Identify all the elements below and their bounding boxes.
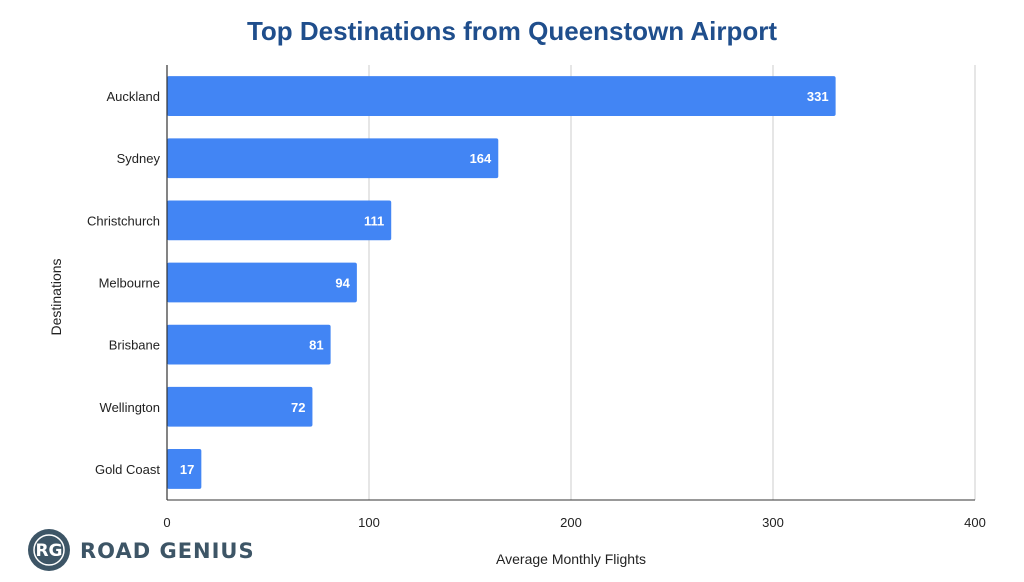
bar-value-label: 17	[180, 462, 194, 477]
logo-ring-icon	[33, 534, 65, 566]
x-tick-label: 300	[762, 515, 784, 530]
bar-value-label: 331	[807, 89, 829, 104]
chart-title: Top Destinations from Queenstown Airport	[247, 16, 777, 46]
category-label: Auckland	[107, 89, 160, 104]
category-label: Gold Coast	[95, 462, 160, 477]
bar-value-label: 111	[364, 213, 384, 228]
bar-value-label: 164	[470, 151, 492, 166]
bar	[167, 386, 313, 427]
bar	[167, 138, 499, 179]
x-tick-label: 0	[163, 515, 170, 530]
category-label: Sydney	[117, 151, 161, 166]
bar	[167, 262, 357, 303]
category-label: Melbourne	[99, 276, 160, 291]
x-axis-title: Average Monthly Flights	[496, 551, 646, 567]
axes: 0 100 200 300 400 Auckland Sydney Christchurch M…	[87, 65, 986, 530]
gridlines	[368, 65, 976, 500]
bars: 331 164 111 94 81 72 17	[167, 76, 836, 489]
bar	[167, 324, 331, 365]
bar-value-label: 72	[291, 400, 305, 415]
category-label: Brisbane	[109, 338, 160, 353]
road-genius-logo: RG ROAD GENIUS	[28, 529, 255, 571]
bar-value-label: 94	[335, 276, 350, 291]
logo-wordmark: ROAD GENIUS	[80, 539, 255, 563]
bar	[167, 76, 836, 116]
category-label: Christchurch	[87, 213, 160, 228]
x-tick-label: 200	[560, 515, 582, 530]
bar	[167, 449, 202, 489]
bar	[167, 200, 392, 241]
category-label: Wellington	[100, 400, 160, 415]
bar-value-label: 81	[309, 338, 323, 353]
logo-monogram: RG	[35, 541, 62, 561]
y-axis-title: Destinations	[48, 258, 64, 335]
x-tick-label: 400	[964, 515, 986, 530]
x-tick-label: 100	[358, 515, 380, 530]
